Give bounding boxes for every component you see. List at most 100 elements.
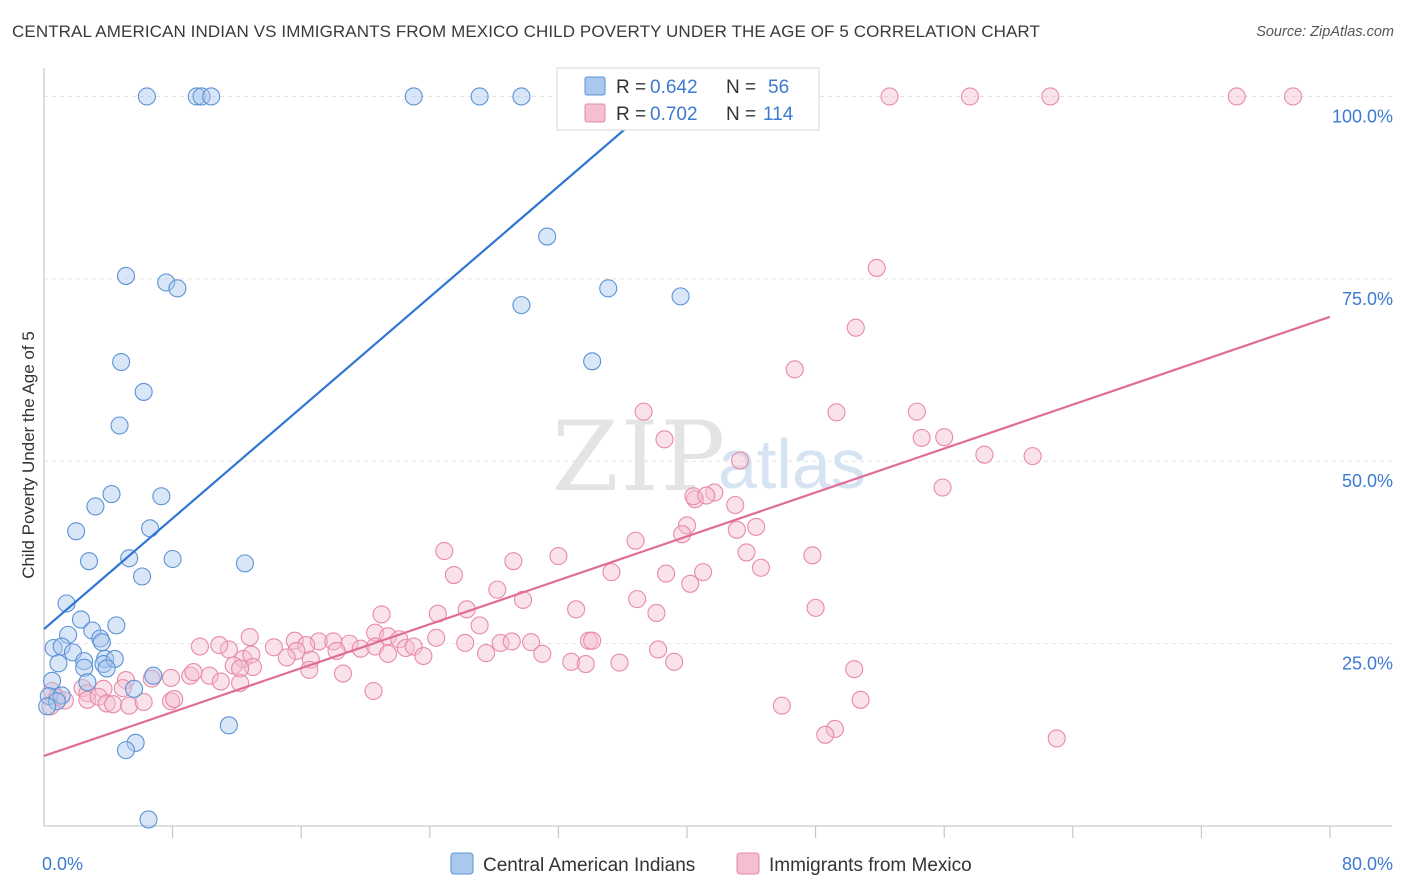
point-immigrants-from-mexico <box>161 692 181 711</box>
point-central-american-indians <box>116 741 136 760</box>
point-central-american-indians <box>112 352 131 372</box>
legend-swatch-central-american-indians <box>450 852 474 875</box>
grid-layer <box>44 95 1392 645</box>
point-immigrants-from-mexico <box>684 487 703 506</box>
point-immigrants-from-mexico <box>657 564 676 583</box>
x-tick-label: 80.0% <box>1342 854 1393 874</box>
chart-title: CENTRAL AMERICAN INDIAN VS IMMIGRANTS FR… <box>12 22 1040 41</box>
point-immigrants-from-mexico <box>364 681 383 701</box>
point-immigrants-from-mexico <box>1023 447 1042 466</box>
point-central-american-indians <box>67 522 86 541</box>
point-immigrants-from-mexico <box>665 652 684 671</box>
chart-source: Source: ZipAtlas.com <box>1256 24 1394 40</box>
point-immigrants-from-mexico <box>602 563 621 582</box>
point-central-american-indians <box>126 733 145 752</box>
point-immigrants-from-mexico <box>647 603 666 623</box>
point-immigrants-from-mexico <box>231 659 250 678</box>
point-immigrants-from-mexico <box>549 547 568 566</box>
points-layer <box>38 87 1303 829</box>
point-central-american-indians <box>671 287 690 306</box>
point-central-american-indians <box>187 87 206 106</box>
stats-legend-swatch-blue <box>584 76 606 96</box>
point-immigrants-from-mexico <box>504 552 523 571</box>
point-immigrants-from-mexico <box>165 690 184 709</box>
point-immigrants-from-mexico <box>296 636 316 655</box>
point-immigrants-from-mexico <box>772 696 791 715</box>
point-central-american-indians <box>78 673 97 692</box>
point-immigrants-from-mexico <box>851 690 870 709</box>
point-immigrants-from-mexico <box>161 668 181 687</box>
point-central-american-indians <box>59 625 78 644</box>
point-immigrants-from-mexico <box>816 725 835 744</box>
point-immigrants-from-mexico <box>751 558 770 577</box>
y-tick-label: 25.0% <box>1342 654 1393 674</box>
y-tick-label: 75.0% <box>1342 289 1393 309</box>
stats-n-label-pink: N = <box>726 104 756 125</box>
point-immigrants-from-mexico <box>730 451 750 470</box>
point-central-american-indians <box>144 666 163 685</box>
point-immigrants-from-mexico <box>806 598 825 617</box>
point-central-american-indians <box>38 697 57 716</box>
point-central-american-indians <box>512 296 531 315</box>
trendline-central-american-indians <box>43 95 664 630</box>
point-central-american-indians <box>470 87 489 106</box>
point-immigrants-from-mexico <box>610 653 629 672</box>
stats-n-label-blue: N = <box>726 77 756 98</box>
point-central-american-indians <box>235 554 254 573</box>
stats-r-label-pink: R = <box>616 104 646 125</box>
point-central-american-indians <box>599 279 618 298</box>
point-central-american-indians <box>538 227 557 246</box>
point-immigrants-from-mexico <box>277 648 296 667</box>
point-immigrants-from-mexico <box>1227 87 1246 106</box>
point-immigrants-from-mexico <box>378 644 398 663</box>
y-tick-label: 100.0% <box>1332 106 1393 126</box>
point-immigrants-from-mexico <box>562 652 581 671</box>
point-immigrants-from-mexico <box>933 478 952 497</box>
point-immigrants-from-mexico <box>456 633 475 652</box>
point-central-american-indians <box>168 279 187 298</box>
point-immigrants-from-mexico <box>287 641 306 660</box>
axes-layer <box>43 68 1392 838</box>
point-immigrants-from-mexico <box>477 644 496 663</box>
point-central-american-indians <box>102 485 121 504</box>
point-immigrants-from-mexico <box>264 638 283 657</box>
point-immigrants-from-mexico <box>1047 729 1066 748</box>
point-immigrants-from-mexico <box>120 696 139 715</box>
point-central-american-indians <box>47 692 66 711</box>
point-central-american-indians <box>49 654 68 673</box>
point-immigrants-from-mexico <box>142 669 161 688</box>
point-immigrants-from-mexico <box>785 360 804 379</box>
point-central-american-indians <box>163 549 182 569</box>
legend-label-immigrants-from-mexico: Immigrants from Mexico <box>769 855 972 876</box>
point-immigrants-from-mexico <box>846 318 865 337</box>
point-central-american-indians <box>92 633 111 652</box>
point-immigrants-from-mexico <box>435 541 454 561</box>
point-immigrants-from-mexico <box>533 644 552 663</box>
point-immigrants-from-mexico <box>190 637 209 656</box>
point-immigrants-from-mexico <box>960 87 979 106</box>
point-immigrants-from-mexico <box>727 520 746 539</box>
bottom-legend: Central American Indians Immigrants from… <box>450 852 972 876</box>
point-immigrants-from-mexico <box>444 565 463 585</box>
point-immigrants-from-mexico <box>502 632 521 651</box>
stats-n-value-blue: 56 <box>768 77 789 98</box>
point-immigrants-from-mexico <box>404 637 423 656</box>
point-central-american-indians <box>202 87 221 106</box>
stats-r-value-blue: 0.642 <box>650 77 698 98</box>
point-immigrants-from-mexico <box>649 640 668 659</box>
point-immigrants-from-mexico <box>184 663 203 682</box>
point-immigrants-from-mexico <box>522 633 541 652</box>
watermark-atlas: atlas <box>718 425 866 503</box>
point-immigrants-from-mexico <box>1041 87 1060 106</box>
point-immigrants-from-mexico <box>907 402 926 421</box>
point-central-american-indians <box>52 686 71 705</box>
point-central-american-indians <box>152 487 171 506</box>
y-tick-label: 50.0% <box>1342 471 1393 491</box>
point-immigrants-from-mexico <box>427 628 446 647</box>
point-immigrants-from-mexico <box>567 600 586 619</box>
point-central-american-indians <box>137 87 156 106</box>
point-immigrants-from-mexico <box>211 672 230 691</box>
point-central-american-indians <box>86 497 105 516</box>
point-central-american-indians <box>97 659 116 678</box>
